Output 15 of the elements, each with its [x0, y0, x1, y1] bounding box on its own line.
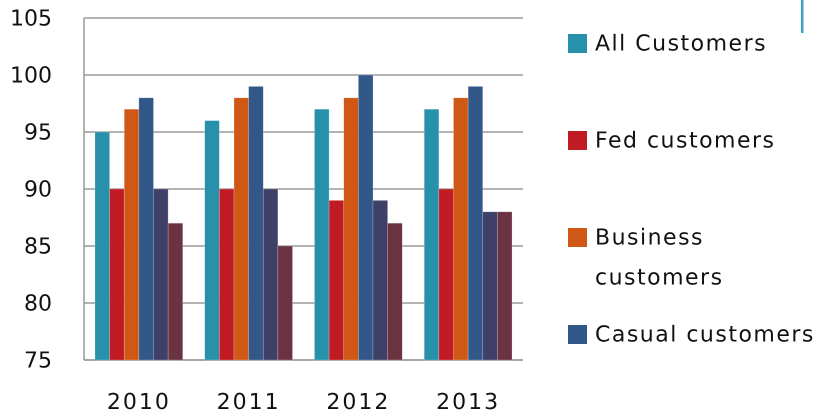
x-tick-label: 2013: [436, 390, 500, 415]
x-tick-label: 2012: [326, 390, 390, 415]
y-tick-label: 105: [10, 6, 52, 32]
legend-label: Business customers: [595, 226, 724, 290]
legend-label: All Customers: [595, 32, 768, 57]
y-tick-label: 90: [24, 178, 52, 203]
y-tick-label: 85: [24, 234, 52, 260]
x-tick-label: 2010: [106, 390, 171, 415]
y-tick-label: 75: [24, 348, 52, 374]
y-tick-label: 95: [24, 120, 52, 146]
legend-label: Casual customers: [595, 322, 815, 348]
y-tick-label: 80: [24, 292, 52, 317]
x-tick-label: 2011: [216, 390, 281, 415]
legend-label: Fed customers: [595, 128, 776, 154]
y-tick-label: 100: [10, 64, 52, 89]
